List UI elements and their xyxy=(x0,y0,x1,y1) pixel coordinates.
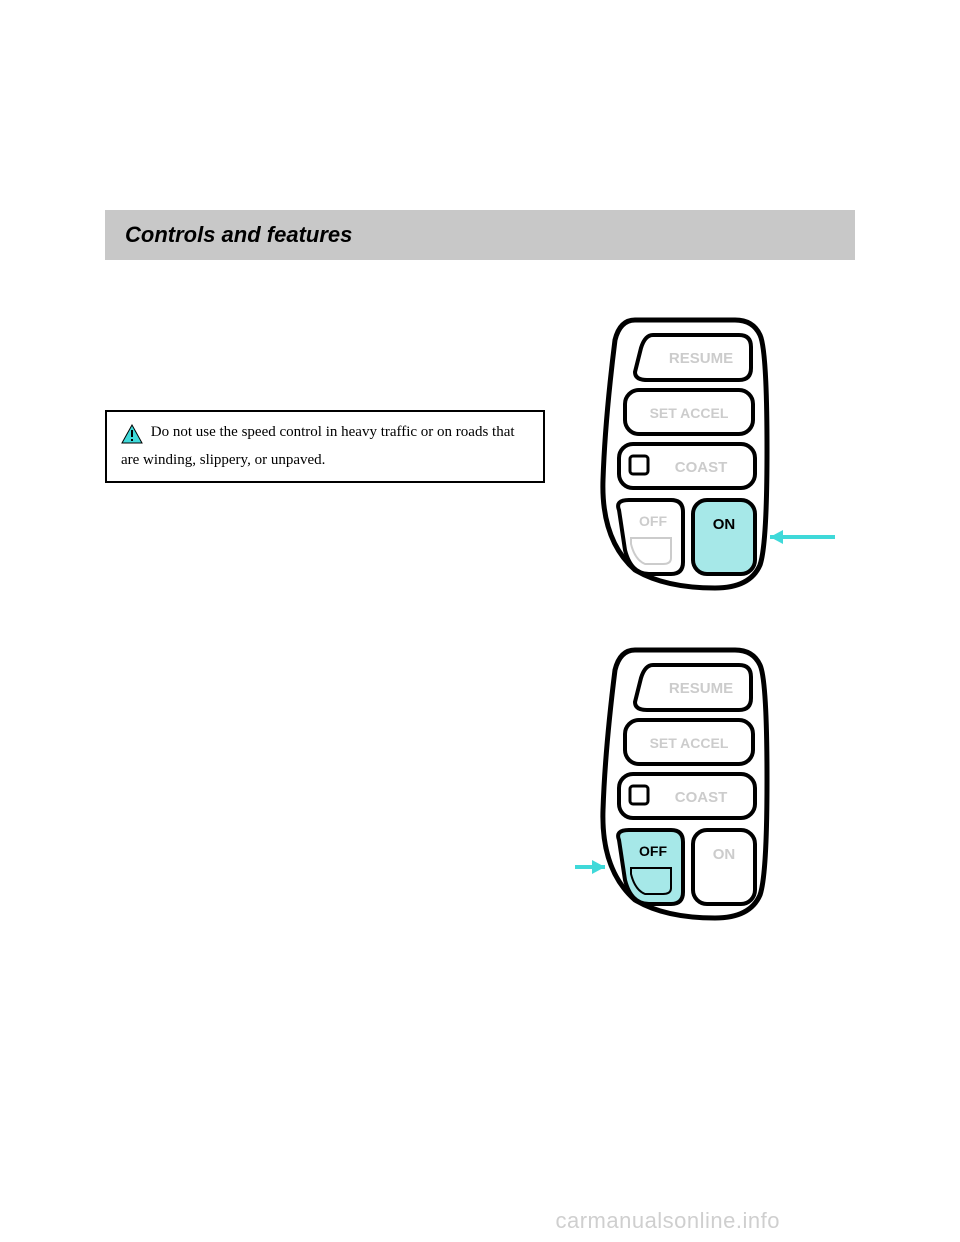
empty-col xyxy=(105,630,545,930)
off-button-highlighted: OFF xyxy=(618,830,683,904)
section-header: Controls and features xyxy=(105,210,855,260)
resume-label: RESUME xyxy=(669,350,733,367)
warning-col: Do not use the speed control in heavy tr… xyxy=(105,300,545,600)
setaccel-label: SET ACCEL xyxy=(650,405,729,421)
control-pad-off: RESUME SET ACCEL COAST OFF ON xyxy=(575,630,855,930)
control-pad-on: RESUME SET ACCEL COAST OFF xyxy=(575,300,855,600)
coast-label: COAST xyxy=(675,459,728,476)
arrow-left-in xyxy=(575,860,605,874)
off-button: OFF xyxy=(618,500,683,574)
watermark: carmanualsonline.info xyxy=(555,1208,780,1234)
on-label-2: ON xyxy=(713,846,736,863)
warning-text: Do not use the speed control in heavy tr… xyxy=(121,424,515,468)
section-title: Controls and features xyxy=(125,222,835,248)
diagram-on-col: RESUME SET ACCEL COAST OFF xyxy=(575,300,855,600)
row-on: Do not use the speed control in heavy tr… xyxy=(105,300,855,600)
diagram-off-col: RESUME SET ACCEL COAST OFF ON xyxy=(575,630,855,930)
warning-box: Do not use the speed control in heavy tr… xyxy=(105,410,545,483)
resume-label-2: RESUME xyxy=(669,680,733,697)
off-label: OFF xyxy=(639,513,667,529)
on-button-highlighted: ON xyxy=(693,500,755,574)
setaccel-label-2: SET ACCEL xyxy=(650,735,729,751)
on-button: ON xyxy=(693,830,755,904)
arrow-right-in xyxy=(770,530,835,544)
off-label-2: OFF xyxy=(639,843,667,859)
coast-label-2: COAST xyxy=(675,789,728,806)
warning-icon xyxy=(121,424,143,450)
on-label: ON xyxy=(713,516,736,533)
row-off: RESUME SET ACCEL COAST OFF ON xyxy=(105,630,855,930)
